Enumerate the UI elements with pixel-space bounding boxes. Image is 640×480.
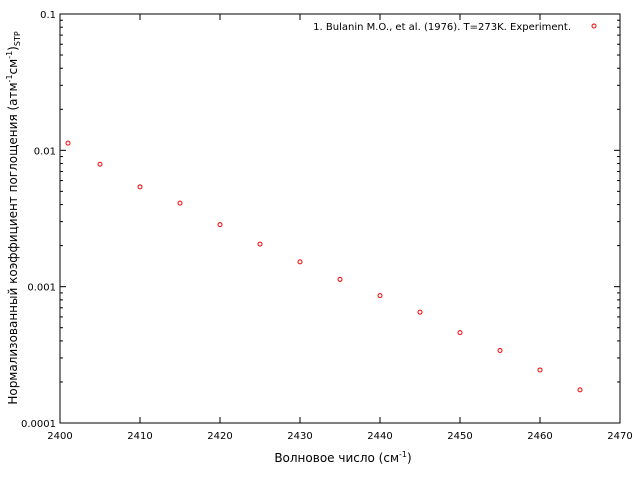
data-point (217, 222, 223, 228)
y-axis-title: Нормализованный коэффициент поглощения (… (5, 31, 22, 405)
data-point (537, 367, 543, 373)
x-tick-label: 2460 (527, 431, 552, 442)
data-point (177, 200, 183, 206)
data-point (417, 309, 423, 315)
x-tick-label: 2410 (127, 431, 152, 442)
legend-marker (591, 23, 597, 29)
data-point (297, 259, 303, 265)
y-tick-label: 0.001 (27, 283, 56, 294)
y-tick-label: 0.01 (34, 146, 56, 157)
x-axis-title: Волновое число (см-1) (274, 450, 411, 465)
x-tick-label: 2440 (367, 431, 392, 442)
legend: 1. Bulanin M.O., et al. (1976). T=273K. … (313, 22, 597, 33)
data-point (497, 348, 503, 354)
data-point (337, 276, 343, 282)
data-points (65, 140, 583, 393)
plot-frame (59, 13, 621, 424)
y-axis: 0.0001 0.001 0.01 0.1 (21, 10, 620, 430)
data-point (137, 184, 143, 190)
data-point (377, 293, 383, 299)
y-tick-label: 0.1 (40, 10, 56, 21)
x-axis: 2400 2410 2420 2430 2440 2450 2460 2470 (47, 14, 633, 442)
y-tick-label: 0.0001 (21, 419, 56, 430)
x-tick-label: 2450 (447, 431, 472, 442)
data-point (577, 387, 583, 393)
x-tick-label: 2420 (207, 431, 232, 442)
x-tick-label: 2430 (287, 431, 312, 442)
data-point (457, 330, 463, 336)
legend-label: 1. Bulanin M.O., et al. (1976). T=273K. … (313, 22, 571, 33)
data-point (65, 140, 71, 146)
x-tick-label: 2470 (607, 431, 632, 442)
data-point (97, 161, 103, 167)
x-tick-label: 2400 (47, 431, 72, 442)
data-point (257, 241, 263, 247)
